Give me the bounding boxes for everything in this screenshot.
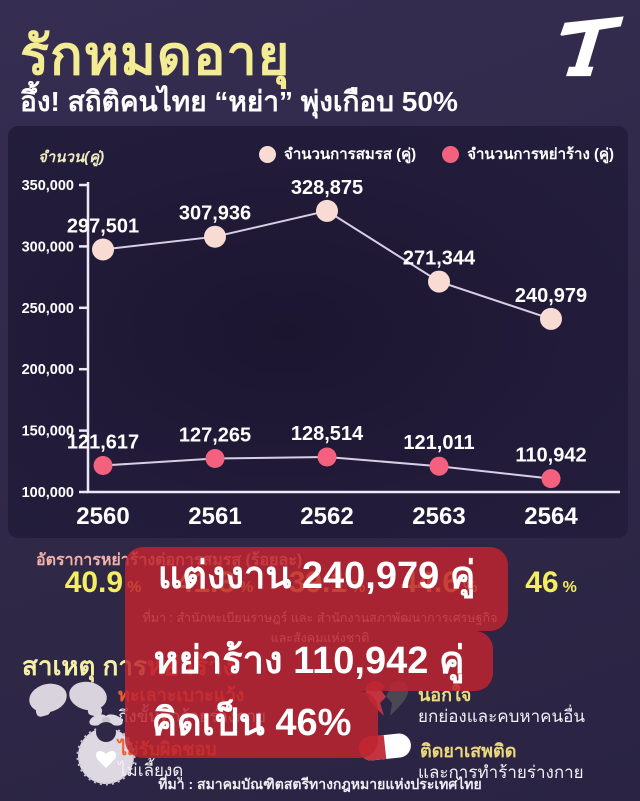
svg-text:2561: 2561 <box>188 503 241 530</box>
page-subtitle: อึ้ง! สถิติคนไทย “หย่า” พุ่งเกือบ 50% <box>20 86 458 117</box>
legend-label-divorce: จำนวนการหย่าร้าง (คู่) <box>467 146 614 163</box>
cause-desc-infidelity: ยกย่องและคบหาคนอื่น <box>418 707 585 726</box>
boxing-gloves-icon <box>26 676 112 724</box>
bottom-source-text: ที่มา : สมาคมบัณฑิตสตรีทางกฎหมายแห่งประเ… <box>158 776 482 792</box>
svg-text:150,000: 150,000 <box>22 424 74 440</box>
divorce-dot-icon <box>442 145 460 163</box>
svg-text:297,501: 297,501 <box>67 216 139 238</box>
svg-text:240,979: 240,979 <box>515 285 587 307</box>
svg-text:121,011: 121,011 <box>403 432 474 454</box>
svg-text:110,942: 110,942 <box>515 445 586 467</box>
caption-line-marriage: แต่งงาน 240,979 คู่ <box>157 555 476 597</box>
caption-box-2 <box>125 631 493 691</box>
svg-text:121,617: 121,617 <box>67 432 139 454</box>
svg-text:328,875: 328,875 <box>291 177 363 199</box>
caption-box-3 <box>125 691 378 758</box>
caption-line-percent: คิดเป็น 46% <box>151 702 352 744</box>
chart-legend: จำนวนการสมรส (คู่) จำนวนการหย่าร้าง (คู่… <box>259 142 614 166</box>
svg-text:2562: 2562 <box>300 503 353 530</box>
thairath-logo-icon <box>556 12 628 84</box>
baby-bib-icon <box>70 710 142 788</box>
legend-label-marriage: จำนวนการสมรส (คู่) <box>284 146 417 163</box>
svg-text:2564: 2564 <box>524 503 578 530</box>
svg-text:271,344: 271,344 <box>403 248 476 270</box>
svg-text:350,000: 350,000 <box>22 178 74 194</box>
caption-line-divorce: หย่าร้าง 110,942 คู่ <box>153 640 465 682</box>
svg-text:307,936: 307,936 <box>179 203 251 225</box>
chart-panel: จำนวนการสมรส (คู่) จำนวนการหย่าร้าง (คู่… <box>8 126 628 538</box>
svg-text:127,265: 127,265 <box>179 425 251 447</box>
svg-text:250,000: 250,000 <box>22 301 74 317</box>
svg-text:128,514: 128,514 <box>291 423 364 445</box>
svg-text:100,000: 100,000 <box>22 485 74 501</box>
cause-desc-drugs: และการทำร้ายร่างกาย <box>418 763 584 782</box>
svg-text:2563: 2563 <box>412 503 465 530</box>
page-title: รักหมดอายุ <box>20 26 291 86</box>
cause-title-drugs: ติดยาเสพติด <box>420 741 517 761</box>
cause-desc-irresponsibility: ไม่เลี้ยงดู <box>118 761 184 780</box>
caption-box-1 <box>125 547 508 631</box>
legend-item-divorce: จำนวนการหย่าร้าง (คู่) <box>442 142 614 166</box>
legend-item-marriage: จำนวนการสมรส (คู่) <box>259 142 416 166</box>
svg-text:200,000: 200,000 <box>22 362 74 378</box>
line-chart: 350,000 300,000 250,000 200,000 150,000 100,0… <box>8 126 628 538</box>
rate-value-2564: 46% <box>525 566 577 599</box>
svg-text:2560: 2560 <box>76 503 129 530</box>
svg-text:จำนวน(คู่): จำนวน(คู่) <box>38 149 104 167</box>
marriage-dot-icon <box>259 145 277 163</box>
svg-text:300,000: 300,000 <box>22 239 74 255</box>
